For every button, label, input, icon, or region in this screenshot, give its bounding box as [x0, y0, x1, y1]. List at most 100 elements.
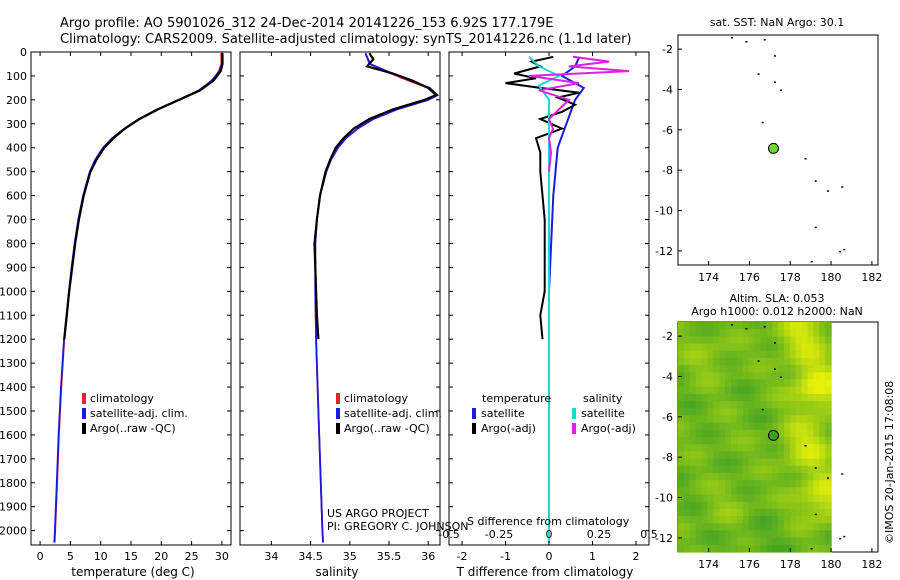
legend-swatch-climatology: [82, 393, 86, 404]
sla-cell: [683, 480, 691, 488]
sla-cell: [713, 329, 720, 337]
sla-cell: [713, 322, 720, 330]
sla-cell: [701, 487, 708, 496]
legend-swatch-temp-argo: [472, 423, 476, 434]
depth-tick-label: 1200: [0, 333, 27, 346]
sla-cell: [789, 472, 797, 481]
sla-cell: [760, 372, 767, 381]
sla-cell: [789, 487, 797, 496]
sla-cell: [725, 429, 732, 438]
sla-cell: [748, 437, 756, 445]
sla-cell: [719, 401, 726, 409]
sla-cell: [713, 537, 720, 546]
sla-cell: [731, 336, 738, 345]
lon-tick-label: 174: [698, 271, 719, 284]
sla-cell: [678, 508, 685, 517]
sla-cell: [778, 415, 785, 424]
sla-cell: [689, 437, 697, 445]
sla-cell: [731, 480, 738, 488]
sla-cell: [707, 422, 714, 431]
sla-cell: [748, 523, 756, 532]
sla-cell: [766, 480, 773, 488]
sla-cell: [801, 429, 809, 438]
sla-cell: [825, 444, 832, 452]
sla-cell: [689, 494, 697, 503]
sla-cell: [748, 408, 756, 417]
sla-cell: [731, 386, 738, 395]
sla-cell: [695, 516, 703, 524]
sla-cell: [778, 465, 785, 474]
sla-cell: [795, 429, 803, 438]
island-dot: [804, 445, 807, 447]
sla-cell: [701, 429, 708, 438]
sla-cell: [742, 516, 750, 524]
sla-cell: [719, 523, 726, 532]
sla-cell: [772, 336, 779, 345]
sla-cell: [742, 372, 750, 381]
sla-cell: [725, 537, 732, 546]
legend-swatch-argo: [82, 423, 86, 434]
sla-cell: [754, 386, 761, 395]
sla-cell: [795, 472, 803, 481]
sla-cell: [784, 451, 791, 460]
sla-cell: [825, 487, 832, 496]
sla-cell: [695, 530, 703, 539]
sla-cell: [819, 408, 826, 417]
sla-cell: [707, 472, 714, 481]
sla-cell: [789, 343, 797, 352]
sla-cell: [819, 494, 826, 503]
sla-cell: [719, 350, 726, 359]
sla-cell: [813, 501, 820, 510]
sla-cell: [689, 537, 697, 546]
sla-cell: [701, 458, 708, 467]
sla-cell: [701, 343, 708, 352]
sla-cell: [807, 494, 814, 503]
sla-cell: [748, 343, 756, 352]
sla-cell: [701, 444, 708, 452]
island-dot: [826, 477, 829, 479]
sla-cell: [784, 516, 791, 524]
x-tick-label: 2: [632, 550, 639, 563]
sla-cell: [701, 480, 708, 488]
lat-tick-label: -4: [662, 83, 673, 96]
legend-argo: Argo(..raw -QC): [344, 422, 430, 435]
legend-climatology: climatology: [344, 392, 408, 405]
sla-cell: [707, 379, 714, 388]
sla-cell: [825, 472, 832, 481]
sla-cell: [695, 357, 703, 366]
lat-tick-label: -10: [655, 492, 673, 505]
sla-cell: [731, 494, 738, 503]
sla-cell: [754, 401, 761, 409]
sla-map-subtitle: Argo h1000: 0.012 h2000: NaN: [691, 305, 863, 318]
sla-cell: [731, 422, 738, 431]
sla-cell: [742, 494, 750, 503]
sla-cell: [731, 537, 738, 546]
sla-cell: [789, 408, 797, 417]
x-tick-label: 20: [154, 550, 168, 563]
sla-cell: [742, 487, 750, 496]
sla-cell: [683, 508, 691, 517]
sla-cell: [778, 472, 785, 481]
island-dot: [804, 158, 807, 160]
sla-cell: [807, 444, 814, 452]
sla-cell: [825, 386, 832, 395]
sla-cell: [678, 429, 685, 438]
sla-cell: [772, 458, 779, 467]
sla-cell: [778, 422, 785, 431]
sla-cell: [748, 465, 756, 474]
sla-cell: [748, 444, 756, 452]
depth-tick-label: 500: [6, 166, 27, 179]
sla-cell: [754, 379, 761, 388]
sla-cell: [789, 386, 797, 395]
x-tick-label: 25: [185, 550, 199, 563]
sla-cell: [784, 357, 791, 366]
sla-cell: [678, 408, 685, 417]
sla-cell: [807, 530, 814, 539]
lat-tick-label: -4: [662, 370, 673, 383]
diff-series-line-0: [548, 56, 586, 543]
sla-cell: [813, 516, 820, 524]
sla-cell: [689, 350, 697, 359]
sla-cell: [742, 386, 750, 395]
sla-cell: [748, 350, 756, 359]
sla-cell: [707, 523, 714, 532]
